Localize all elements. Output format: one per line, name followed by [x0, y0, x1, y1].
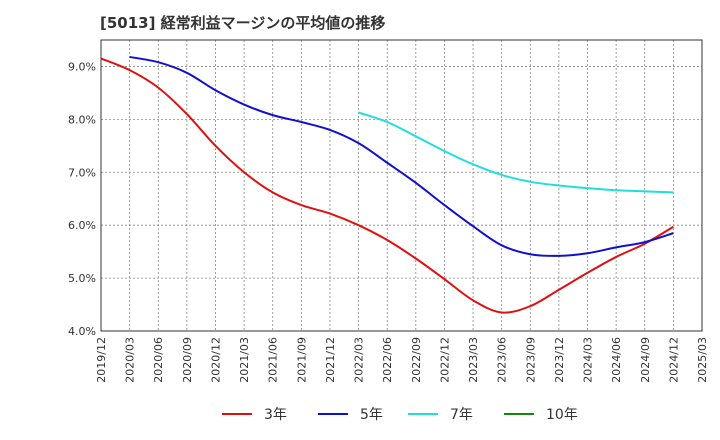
- x-tick-label: 2020/06: [152, 337, 165, 383]
- x-tick-label: 2024/12: [667, 337, 680, 383]
- legend: 3年 5年 7年 10年: [222, 407, 578, 423]
- x-tick-labels: 2019/12 2020/03 2020/06 2020/09 2020/12 2021/…: [95, 337, 709, 383]
- x-tick-label: 2021/12: [324, 337, 337, 383]
- series-layer: [100, 55, 674, 314]
- legend-label-5年: 5年: [360, 407, 383, 423]
- y-tick-label: 9.0%: [68, 60, 96, 73]
- x-tick-label: 2021/03: [238, 337, 251, 383]
- chart-title: [5013] 経常利益マージンの平均値の推移: [100, 14, 386, 32]
- x-tick-label: 2020/03: [124, 337, 137, 383]
- legend-label-7年: 7年: [450, 407, 473, 423]
- x-tick-label: 2024/06: [610, 337, 623, 383]
- series-line-5年: [129, 55, 674, 257]
- x-tick-label: 2023/06: [496, 337, 509, 383]
- y-tick-label: 7.0%: [68, 166, 96, 179]
- x-tick-label: 2021/09: [295, 337, 308, 383]
- x-tick-label: 2024/03: [582, 337, 595, 383]
- y-tick-label: 8.0%: [68, 113, 96, 126]
- x-tick-label: 2021/06: [267, 337, 280, 383]
- x-tick-label: 2023/12: [553, 337, 566, 383]
- x-tick-label: 2023/09: [524, 337, 537, 383]
- y-tick-label: 5.0%: [68, 272, 96, 285]
- plot-frame: [100, 39, 703, 332]
- series-line-3年: [100, 57, 674, 314]
- x-tick-label: 2022/09: [410, 337, 423, 383]
- x-tick-label: 2024/09: [639, 337, 652, 383]
- y-tick-label: 6.0%: [68, 219, 96, 232]
- x-tick-label: 2025/03: [696, 337, 709, 383]
- x-tick-label: 2023/03: [467, 337, 480, 383]
- x-tick-label: 2019/12: [95, 337, 108, 383]
- y-tick-labels: 4.0% 5.0% 6.0% 7.0% 8.0% 9.0%: [68, 60, 96, 338]
- series-line-7年: [358, 111, 674, 194]
- legend-label-3年: 3年: [264, 407, 287, 423]
- x-tick-label: 2020/09: [181, 337, 194, 383]
- x-tick-label: 2022/06: [381, 337, 394, 383]
- grid-layer: [100, 40, 703, 332]
- x-tick-label: 2020/12: [209, 337, 222, 383]
- x-tick-label: 2022/12: [438, 337, 451, 383]
- x-tick-label: 2022/03: [353, 337, 366, 383]
- legend-label-10年: 10年: [546, 407, 578, 423]
- y-tick-label: 4.0%: [68, 325, 96, 338]
